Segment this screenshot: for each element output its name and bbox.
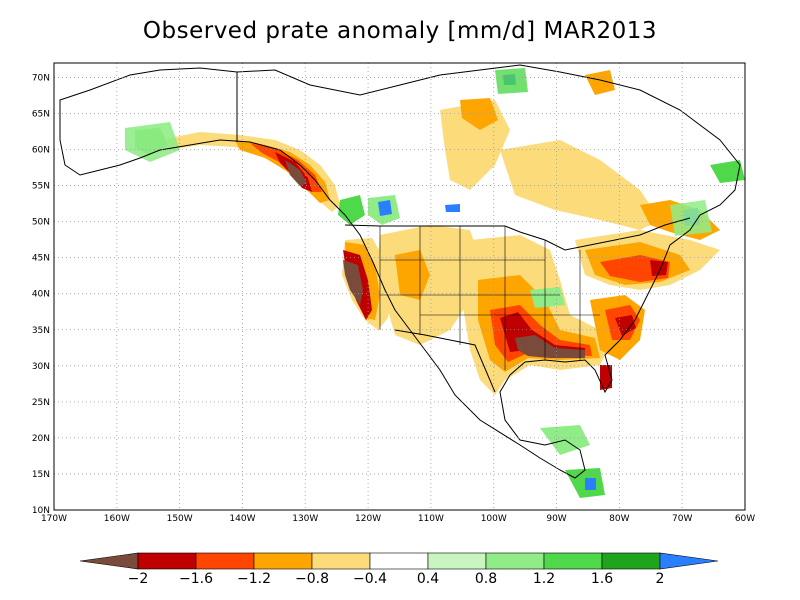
colorbar-label: −0.4 [353, 571, 387, 587]
lat-tick-label: 25N [32, 398, 50, 408]
lon-tick-label: 70W [672, 514, 692, 524]
lon-tick-label: 90W [546, 514, 566, 524]
lat-tick-label: 10N [32, 506, 50, 516]
lat-tick-label: 15N [32, 470, 50, 480]
lat-tick-label: 50N [32, 218, 50, 228]
us-state-lines [379, 226, 600, 370]
lon-tick-label: 160W [104, 514, 130, 524]
anomaly-region-prairie-blue [445, 204, 460, 212]
anomaly-region-ohio-wet [530, 287, 565, 308]
lat-tick-label: 30N [32, 362, 50, 372]
colorbar-label: 1.6 [591, 571, 613, 587]
anomaly-region-pnw-blue [378, 200, 392, 216]
anomaly-region-hudson [585, 70, 615, 95]
colorbar-high-arrow [659, 552, 719, 570]
anomaly-region-west-interior-orange [395, 250, 430, 300]
colorbar-low-arrow [79, 552, 139, 570]
gridlines [54, 63, 745, 510]
anomaly-region-northeast-darkred [650, 260, 668, 276]
anomaly-region-southeast-darkred [615, 315, 636, 336]
colorbar-label: 0.4 [417, 571, 439, 587]
colorbar-segment [369, 552, 429, 570]
lat-tick-label: 45N [32, 254, 50, 264]
colorbar-label: 1.2 [533, 571, 555, 587]
colorbar-segment [601, 552, 661, 570]
anomaly-region-gulf-brown [515, 335, 585, 358]
lon-tick-label: 110W [418, 514, 444, 524]
latitude-labels: 70N 65N 60N 55N 50N 45N 40N 35N 30N 25N 20N 15N 10N [32, 73, 50, 516]
anomaly-region-alaska-coast-brown [285, 160, 307, 186]
colorbar-label: −1.2 [237, 571, 271, 587]
colorbar-segment [195, 552, 255, 570]
colorbar-label: −0.8 [295, 571, 329, 587]
colorbar-label: 0.8 [475, 571, 497, 587]
anomaly-shading [125, 68, 745, 498]
lat-tick-label: 20N [32, 434, 50, 444]
lat-tick-label: 60N [32, 146, 50, 156]
anomaly-region-florida-red [600, 365, 612, 390]
colorbar-segment [543, 552, 603, 570]
colorbar-segment [427, 552, 487, 570]
coastline-north-america [59, 64, 741, 479]
lon-tick-label: 60W [735, 514, 755, 524]
colorbar-segment [137, 552, 197, 570]
map-title: Observed prate anomaly [mm/d] MAR2013 [142, 18, 658, 44]
anomaly-region-canada-north-orange [460, 98, 498, 130]
longitude-labels: 170W 160W 150W 140W 130W 120W 110W 100W 90W 80W 70… [41, 514, 755, 524]
lon-tick-label: 140W [229, 514, 255, 524]
lat-tick-label: 40N [32, 290, 50, 300]
lon-tick-label: 120W [355, 514, 381, 524]
lon-tick-label: 150W [167, 514, 193, 524]
anomaly-region-bc-wet [338, 195, 365, 225]
colorbar-label: 2 [656, 571, 665, 587]
anomaly-region-alaska-wet-light [125, 122, 180, 162]
anomaly-region-canada-east [500, 140, 660, 230]
coastlines [59, 64, 741, 479]
lon-tick-label: 80W [609, 514, 629, 524]
lat-tick-label: 55N [32, 182, 50, 192]
colorbar-segment [253, 552, 313, 570]
lat-tick-label: 35N [32, 326, 50, 336]
lat-tick-label: 70N [32, 73, 50, 83]
colorbar-label: −1.6 [179, 571, 213, 587]
lon-tick-label: 170W [41, 514, 67, 524]
colorbar-label: −2 [128, 571, 149, 587]
anomaly-region-labrador-wet [710, 160, 745, 183]
lat-tick-label: 65N [32, 109, 50, 119]
colorbar: −2 −1.6 −1.2 −0.8 −0.4 0.4 0.8 1.2 1.6 2 [79, 552, 719, 587]
colorbar-segment [485, 552, 545, 570]
lon-tick-label: 100W [481, 514, 507, 524]
plot-frame [53, 62, 746, 511]
colorbar-segment [311, 552, 371, 570]
lon-tick-label: 130W [292, 514, 318, 524]
anomaly-region-quebec-wet [670, 200, 712, 236]
anomaly-region-arctic-wet [495, 68, 528, 94]
anomaly-region-alaska-coast [160, 132, 340, 212]
border-us-mexico [394, 329, 496, 393]
anomaly-region-caribbean-blue [585, 478, 596, 490]
